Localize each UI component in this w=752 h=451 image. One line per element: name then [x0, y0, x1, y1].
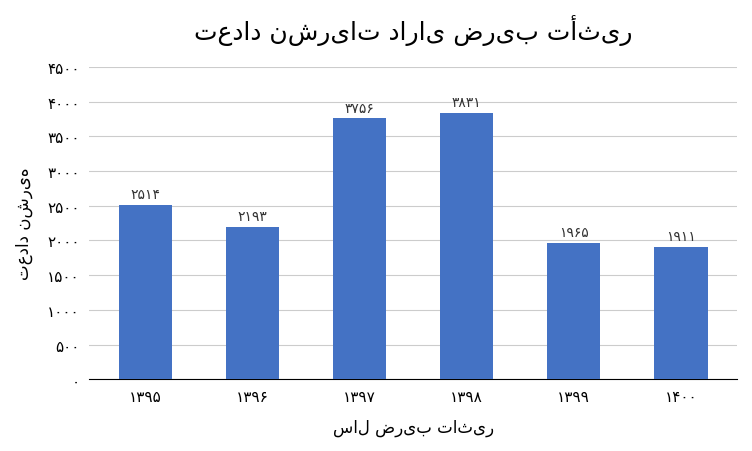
Bar — [440, 114, 493, 380]
Bar — [119, 205, 172, 380]
Text: ۲۵۱۴: ۲۵۱۴ — [130, 188, 160, 202]
Title: تعداد نشریات دارای ضریب تأثیر: تعداد نشریات دارای ضریب تأثیر — [194, 15, 632, 46]
Text: ۱۹۶۵: ۱۹۶۵ — [559, 226, 589, 239]
Text: ۳۷۵۶: ۳۷۵۶ — [344, 101, 374, 115]
Bar — [547, 244, 601, 380]
Bar — [333, 119, 387, 380]
Bar — [654, 247, 708, 380]
Text: ۱۹۱۱: ۱۹۱۱ — [666, 229, 696, 243]
X-axis label: سال ضریب تاثیر: سال ضریب تاثیر — [332, 418, 493, 436]
Y-axis label: تعداد نشریه: تعداد نشریه — [15, 167, 33, 280]
Text: ۲۱۹۳: ۲۱۹۳ — [238, 210, 268, 224]
Text: ۳۸۳۱: ۳۸۳۱ — [452, 96, 481, 110]
Bar — [226, 228, 279, 380]
